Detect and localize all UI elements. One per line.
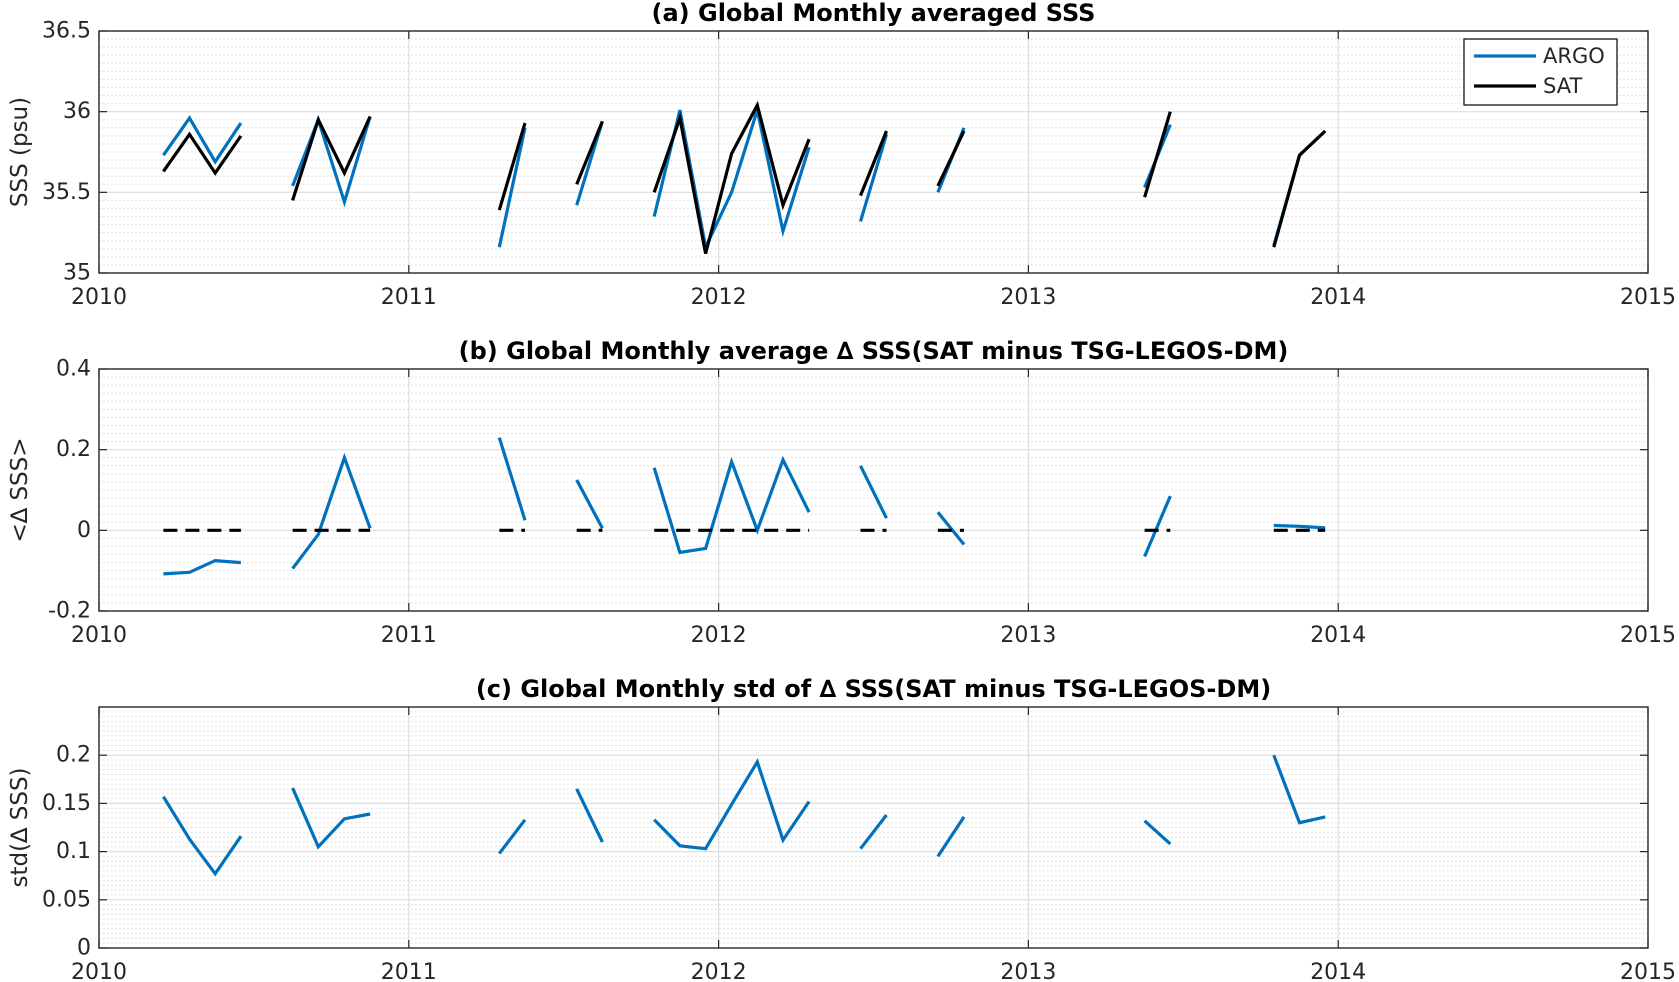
- y-tick-label: 0.2: [56, 437, 91, 462]
- x-tick-label: 2012: [691, 285, 747, 310]
- panel-c-grid: [99, 707, 1648, 948]
- x-tick-label: 2010: [71, 285, 127, 310]
- series-line: [1143, 495, 1172, 558]
- panel-b: (b) Global Monthly average ∆ SSS(SAT min…: [7, 337, 1676, 648]
- series-line: [497, 437, 527, 521]
- series-line: [1272, 754, 1326, 825]
- panel-c-axes-box: [98, 706, 1649, 949]
- panel-b-y-axis-label: <∆ SSS>: [7, 437, 33, 542]
- series-line: [652, 103, 811, 253]
- x-tick-label: 2013: [1000, 960, 1056, 982]
- series-line: [291, 115, 372, 201]
- x-tick-label: 2012: [691, 960, 747, 982]
- panel-c-series-line0: [162, 754, 1326, 877]
- panel-b-series-line0: [163, 437, 1326, 576]
- series-line: [575, 120, 604, 185]
- series-line: [859, 130, 888, 197]
- y-tick-label: 36: [63, 99, 91, 124]
- series-line: [652, 100, 811, 255]
- panel-a: (a) Global Monthly averaged SSS SSS (psu…: [7, 0, 1676, 310]
- y-tick-label: 0.15: [42, 791, 91, 816]
- legend-label-argo: ARGO: [1543, 44, 1605, 68]
- y-tick-label: 36.5: [42, 19, 91, 44]
- x-tick-label: 2012: [691, 623, 747, 648]
- series-line: [936, 130, 966, 187]
- series-line: [162, 131, 243, 176]
- series-line: [291, 452, 372, 570]
- series-line: [1272, 129, 1327, 248]
- legend-box: [1463, 38, 1618, 106]
- series-line: [936, 816, 966, 858]
- y-tick-label: 0.05: [42, 887, 91, 912]
- x-tick-label: 2015: [1620, 623, 1676, 648]
- y-tick-label: -0.2: [48, 599, 91, 624]
- x-tick-label: 2013: [1000, 623, 1056, 648]
- panel-b-axes-box: [98, 368, 1649, 612]
- x-tick-label: 2014: [1310, 623, 1366, 648]
- series-line: [1272, 129, 1327, 247]
- y-tick-label: 0.4: [56, 357, 91, 382]
- series-line: [498, 818, 527, 855]
- y-tick-label: 35: [63, 261, 91, 286]
- panel-a-series-sat: [162, 100, 1327, 255]
- legend-label-sat: SAT: [1543, 74, 1582, 98]
- x-tick-label: 2015: [1620, 285, 1676, 310]
- series-line: [575, 788, 604, 843]
- series-line: [291, 114, 372, 208]
- series-line: [652, 455, 811, 555]
- x-tick-label: 2011: [381, 960, 437, 982]
- x-tick-label: 2014: [1310, 285, 1366, 310]
- series-line: [575, 479, 604, 530]
- series-line: [163, 558, 242, 576]
- panel-c-y-axis-label: std(∆ SSS): [7, 767, 33, 887]
- x-tick-label: 2011: [381, 285, 437, 310]
- panel-c-title: (c) Global Monthly std of ∆ SSS(SAT minu…: [476, 675, 1271, 703]
- y-tick-label: 35.5: [42, 180, 91, 205]
- series-line: [162, 795, 243, 877]
- series-line: [859, 465, 888, 519]
- x-tick-label: 2014: [1310, 960, 1366, 982]
- series-line: [1143, 111, 1172, 198]
- y-tick-label: 0: [77, 936, 91, 961]
- series-line: [162, 115, 243, 165]
- x-tick-label: 2015: [1620, 960, 1676, 982]
- panel-a-grid: [99, 31, 1648, 273]
- series-line: [936, 511, 966, 546]
- series-line: [858, 133, 889, 222]
- x-tick-label: 2010: [71, 960, 127, 982]
- panel-a-axes-box: [98, 30, 1649, 274]
- x-tick-label: 2011: [381, 623, 437, 648]
- series-line: [497, 122, 527, 211]
- legend: ARGO SAT: [1463, 38, 1618, 106]
- y-tick-label: 0.1: [56, 839, 91, 864]
- series-line: [1273, 523, 1326, 530]
- panel-b-title: (b) Global Monthly average ∆ SSS(SAT min…: [459, 337, 1289, 365]
- panel-c: (c) Global Monthly std of ∆ SSS(SAT minu…: [7, 675, 1676, 982]
- series-line: [291, 787, 371, 850]
- series-line: [653, 758, 811, 851]
- x-tick-label: 2013: [1000, 285, 1056, 310]
- y-tick-label: 0: [77, 518, 91, 543]
- y-tick-label: 0.2: [56, 743, 91, 768]
- series-line: [859, 814, 888, 850]
- x-tick-label: 2010: [71, 623, 127, 648]
- series-line: [1143, 819, 1172, 846]
- panel-a-y-axis-label: SSS (psu): [7, 97, 33, 207]
- series-line: [497, 127, 527, 248]
- panel-a-title: (a) Global Monthly averaged SSS: [652, 0, 1096, 27]
